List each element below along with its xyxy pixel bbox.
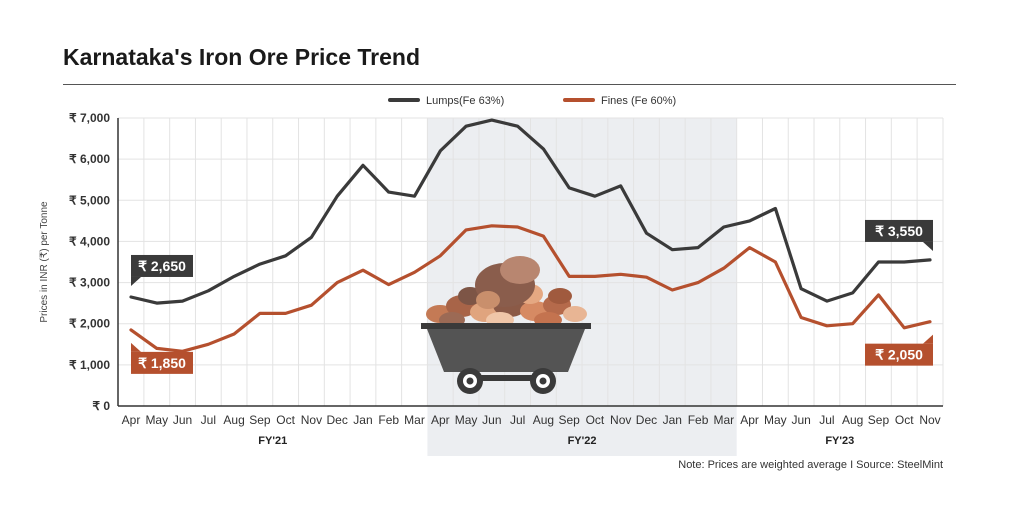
x-tick-label: Jun	[173, 413, 192, 427]
cart-body	[427, 329, 585, 372]
callout-pointer	[131, 276, 141, 286]
x-tick-label: Aug	[533, 413, 554, 427]
callout-label: ₹ 2,650	[138, 258, 186, 274]
callout-box	[131, 351, 193, 374]
x-tick-label: Aug	[223, 413, 244, 427]
x-tick-label: Apr	[740, 413, 759, 427]
callout-box	[131, 254, 193, 277]
x-tick-label: Jul	[819, 413, 834, 427]
value-callout: ₹ 2,050	[865, 334, 933, 366]
callout-pointer	[131, 342, 141, 352]
x-tick-label: Dec	[327, 413, 348, 427]
cart-axle	[470, 375, 545, 381]
series-lines	[129, 118, 932, 353]
grid-lines	[117, 117, 944, 407]
value-callout: ₹ 3,550	[865, 219, 933, 251]
title-divider	[63, 84, 956, 85]
ore-rock	[476, 291, 500, 309]
y-tick-label: ₹ 2,000	[69, 317, 110, 331]
callout-label: ₹ 2,050	[875, 347, 923, 363]
x-tick-label: Nov	[301, 413, 322, 427]
x-tick-label: Mar	[404, 413, 425, 427]
fiscal-year-label: FY'23	[825, 435, 854, 447]
callout-label: ₹ 1,850	[138, 355, 186, 371]
x-tick-label: Jul	[510, 413, 525, 427]
x-tick-label: Feb	[378, 413, 399, 427]
x-tick-label: Oct	[895, 413, 914, 427]
y-tick-label: ₹ 7,000	[69, 111, 110, 125]
x-tick-label: Nov	[919, 413, 940, 427]
x-tick-label: Jul	[201, 413, 216, 427]
ore-rock	[458, 287, 482, 305]
callout-label: ₹ 3,550	[875, 223, 923, 239]
x-axis-ticks: Apr May Jun Jul Aug Sep Oct Nov Dec Jan Feb Mar Apr M…	[122, 413, 941, 427]
x-tick-label: Aug	[842, 413, 863, 427]
ore-rock	[548, 288, 572, 304]
x-tick-label: Apr	[431, 413, 450, 427]
legend-label: Lumps(Fe 63%)	[426, 95, 504, 107]
callout-box	[865, 219, 933, 242]
source-note: Note: Prices are weighted average I Sour…	[678, 459, 943, 471]
value-callout: ₹ 2,650	[131, 254, 193, 286]
y-axis-ticks: ₹ 0 ₹ 1,000 ₹ 2,000 ₹ 3,000 ₹ 4,000 ₹ 5,000 ₹ …	[69, 111, 110, 413]
value-callout: ₹ 1,850	[131, 342, 193, 374]
x-tick-label: Oct	[586, 413, 605, 427]
x-tick-label: Dec	[636, 413, 657, 427]
series-line	[129, 118, 932, 305]
callout-box	[865, 343, 933, 366]
cart-rim	[421, 323, 591, 329]
ore-rock	[500, 256, 540, 284]
y-tick-label: ₹ 3,000	[69, 276, 110, 290]
callout-pointer	[923, 241, 933, 251]
x-tick-label: Oct	[276, 413, 295, 427]
y-axis-title: Prices in INR (₹) per Tonne	[39, 201, 50, 323]
x-tick-label: Mar	[713, 413, 734, 427]
legend: Lumps(Fe 63%) Fines (Fe 60%)	[388, 95, 676, 107]
y-tick-label: ₹ 0	[92, 399, 110, 413]
x-tick-label: Jan	[663, 413, 682, 427]
x-tick-label: Nov	[610, 413, 631, 427]
y-tick-label: ₹ 1,000	[69, 358, 110, 372]
x-tick-label: Sep	[249, 413, 271, 427]
y-tick-label: ₹ 6,000	[69, 152, 110, 166]
y-tick-label: ₹ 4,000	[69, 234, 110, 248]
x-tick-label: May	[455, 413, 478, 427]
y-tick-label: ₹ 5,000	[69, 193, 110, 207]
fiscal-year-label: FY'22	[568, 435, 597, 447]
x-tick-label: Apr	[122, 413, 141, 427]
fiscal-year-labels: FY'21 FY'22 FY'23	[258, 435, 854, 447]
cart-wheel-center	[539, 377, 547, 385]
ore-rock	[563, 306, 587, 322]
x-tick-label: Jun	[791, 413, 810, 427]
x-tick-label: Feb	[688, 413, 709, 427]
value-callouts: ₹ 2,650 ₹ 1,850 ₹ 3,550 ₹ 2,050	[131, 219, 933, 374]
x-tick-label: May	[764, 413, 787, 427]
cart-wheel-center	[466, 377, 474, 385]
fiscal-year-label: FY'21	[258, 435, 287, 447]
x-tick-label: Jan	[353, 413, 372, 427]
ore-cart-illustration	[421, 256, 591, 394]
legend-label: Fines (Fe 60%)	[601, 95, 676, 107]
x-tick-label: May	[145, 413, 168, 427]
callout-pointer	[923, 334, 933, 344]
x-tick-label: Jun	[482, 413, 501, 427]
series-line	[129, 224, 932, 353]
x-tick-label: Sep	[868, 413, 890, 427]
x-tick-label: Sep	[558, 413, 580, 427]
chart-title: Karnataka's Iron Ore Price Trend	[63, 44, 421, 70]
